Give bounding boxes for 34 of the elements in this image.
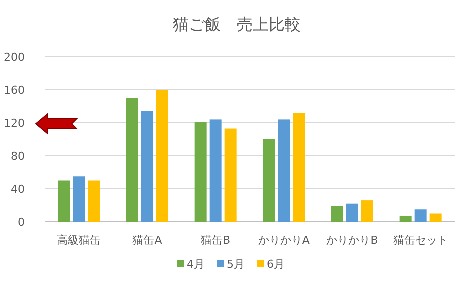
bar	[224, 128, 237, 222]
bar	[346, 204, 358, 222]
chart-title: 猫ご飯 売上比較	[173, 15, 301, 34]
x-tick-label: 猫缶A	[132, 234, 163, 247]
y-tick-label: 120	[4, 117, 25, 130]
y-tick-label: 40	[11, 183, 25, 196]
y-tick-label: 200	[4, 51, 25, 64]
bar	[414, 210, 427, 222]
bar	[400, 216, 412, 222]
x-tick-label: かりかりA	[258, 234, 310, 247]
bar	[58, 180, 70, 222]
x-tick-label: かりかりB	[326, 234, 378, 247]
bar	[293, 113, 306, 222]
y-tick-label: 80	[11, 150, 25, 163]
bar	[430, 214, 442, 222]
legend-label: 4月	[187, 258, 205, 271]
bar	[88, 180, 100, 222]
x-tick-label: 猫缶セット	[393, 234, 448, 247]
bar	[156, 90, 168, 222]
legend-label: 6月	[267, 258, 285, 271]
legend-label: 5月	[227, 258, 245, 271]
y-tick-label: 0	[18, 216, 25, 229]
y-tick-label: 160	[4, 84, 25, 97]
bar	[362, 200, 374, 222]
x-tick-label: 高級猫缶	[57, 234, 102, 247]
bar	[332, 206, 344, 222]
bar	[142, 111, 154, 222]
bar	[263, 140, 276, 222]
bar	[194, 122, 207, 222]
x-tick-label: 猫缶B	[201, 234, 231, 247]
bar	[210, 120, 222, 222]
bar	[278, 120, 290, 222]
bar	[73, 176, 86, 222]
bar	[126, 98, 138, 222]
